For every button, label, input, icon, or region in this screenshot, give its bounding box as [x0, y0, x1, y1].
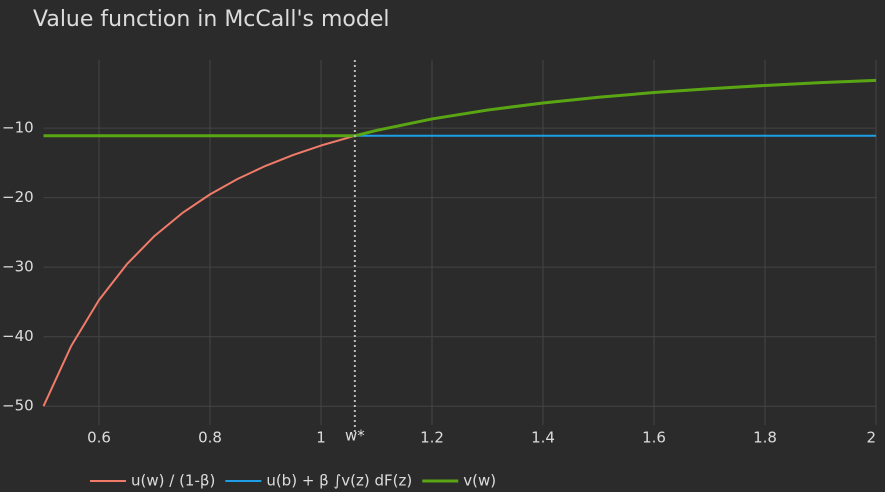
y-tick-label: −30 — [2, 258, 34, 276]
x-tick-label: 0.6 — [87, 429, 111, 447]
y-tick-label: −10 — [2, 119, 34, 137]
legend-label: v(w) — [463, 472, 496, 490]
legend-label: u(w) / (1-β) — [131, 472, 215, 490]
x-tick-label: 0.8 — [198, 429, 222, 447]
line — [43, 78, 877, 138]
y-tick-label: −50 — [2, 397, 34, 415]
x-tick-label: 2 — [866, 429, 876, 447]
annotation: w* — [345, 427, 365, 445]
line — [42, 134, 356, 407]
x-tick-label: 1.6 — [642, 429, 666, 447]
x-tick-label: 1.8 — [753, 429, 777, 447]
chart-title: Value function in McCall's model — [33, 7, 389, 32]
y-tick-label: −40 — [2, 327, 34, 345]
x-tick-label: 1 — [316, 429, 326, 447]
y-tick-label: −20 — [2, 188, 34, 206]
x-tick-label: 1.2 — [420, 429, 444, 447]
legend-label: u(b) + β ∫v(z) dF(z) — [266, 472, 412, 490]
x-tick-label: 1.4 — [531, 429, 555, 447]
